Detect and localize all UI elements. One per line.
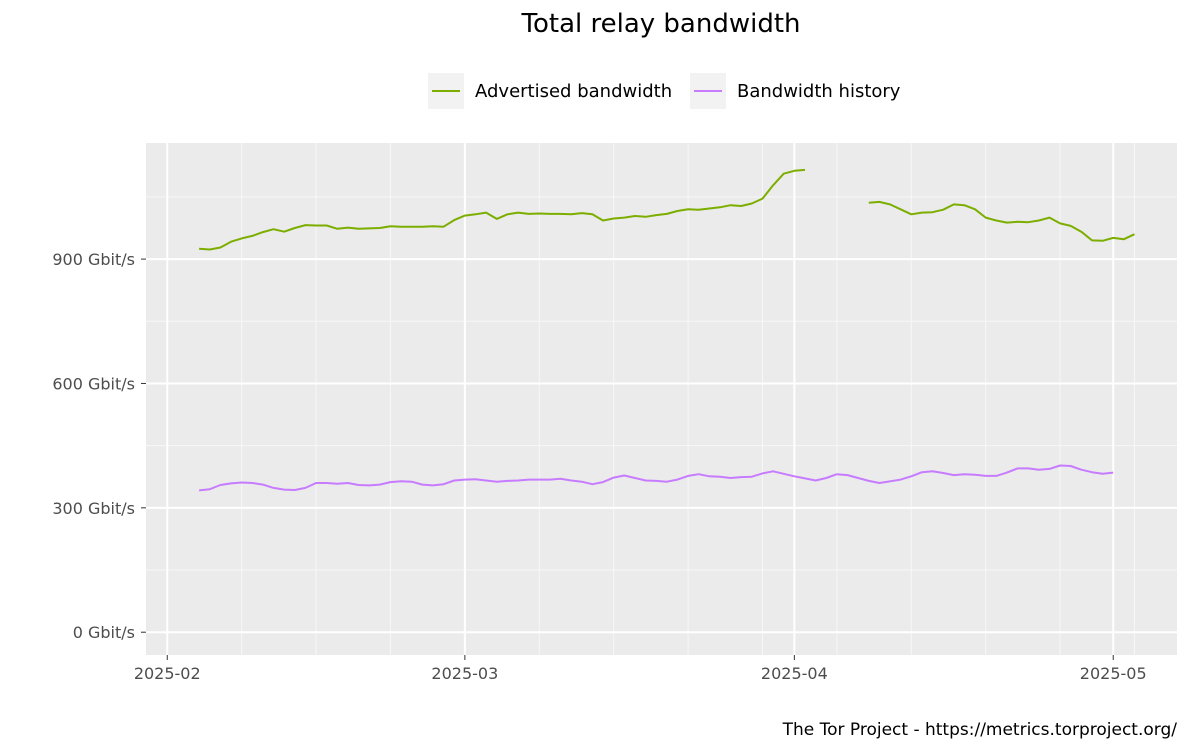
legend-label-history: Bandwidth history: [737, 81, 901, 102]
y-tick-label: 600 Gbit/s: [52, 374, 135, 393]
plot-panel: [146, 143, 1177, 655]
grid-minor: [146, 143, 1177, 655]
grid-major: [146, 143, 1177, 655]
y-tick-label: 0 Gbit/s: [73, 623, 135, 642]
y-tick-label: 300 Gbit/s: [52, 499, 135, 518]
series-line-0: [199, 168, 1135, 251]
series-layer: [198, 168, 1135, 492]
legend-label-advertised: Advertised bandwidth: [475, 81, 672, 102]
x-tick-label: 2025-04: [761, 664, 828, 683]
y-tick-label: 900 Gbit/s: [52, 250, 135, 269]
x-tick-label: 2025-05: [1080, 664, 1147, 683]
x-tick-label: 2025-03: [431, 664, 498, 683]
legend: Advertised bandwidth Bandwidth history: [428, 73, 901, 109]
axes: 0 Gbit/s 300 Gbit/s 600 Gbit/s 900 Gbit/s 20…: [52, 250, 1146, 683]
chart-title: Total relay bandwidth: [521, 9, 801, 39]
series-line-1: [198, 464, 1114, 492]
chart-caption: The Tor Project - https://metrics.torpro…: [782, 720, 1178, 740]
x-tick-label: 2025-02: [134, 664, 201, 683]
